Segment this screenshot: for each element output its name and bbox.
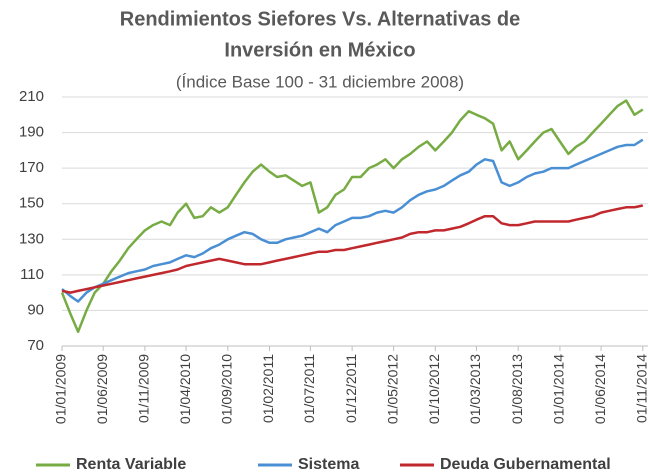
- y-tick-label: 190: [19, 124, 44, 141]
- x-tick-label: 01/06/2014: [592, 354, 608, 424]
- y-tick-label: 110: [20, 266, 44, 283]
- series-line: [60, 99, 644, 334]
- x-tick-label: 01/11/2009: [136, 354, 152, 423]
- x-tick-label: 01/08/2013: [509, 354, 525, 424]
- y-tick-label: 70: [27, 337, 44, 354]
- y-tick-label: 150: [19, 195, 44, 212]
- y-tick-label: 130: [19, 230, 44, 247]
- y-tick-label: 210: [19, 88, 44, 105]
- legend-label: Sistema: [298, 456, 359, 473]
- chart-title: Rendimientos Siefores Vs. Alternativas d…: [120, 8, 521, 30]
- x-tick-label: 01/05/2012: [384, 354, 400, 424]
- x-tick-label: 01/12/2011: [343, 354, 359, 423]
- x-tick-label: 01/04/2010: [177, 354, 193, 424]
- series-line: [61, 204, 644, 294]
- series-line: [61, 138, 644, 303]
- chart-subtitle: (Índice Base 100 - 31 diciembre 2008): [176, 72, 464, 91]
- x-tick-label: 01/09/2010: [218, 354, 234, 424]
- x-tick-label: 01/10/2012: [426, 354, 442, 424]
- y-tick-label: 90: [27, 301, 44, 318]
- x-tick-label: 01/01/2014: [551, 354, 567, 424]
- chart-title: Inversión en México: [224, 39, 415, 61]
- x-tick-label: 01/11/2014: [634, 354, 649, 423]
- x-tick-label: 01/06/2009: [94, 354, 110, 424]
- x-tick-label: 01/03/2013: [467, 354, 483, 424]
- x-tick-label: 01/07/2011: [301, 354, 317, 423]
- x-tick-label: 01/01/2009: [53, 354, 69, 424]
- legend-label: Renta Variable: [76, 456, 186, 473]
- legend-label: Deuda Gubernamental: [440, 456, 611, 473]
- y-tick-label: 170: [19, 159, 44, 176]
- x-tick-label: 01/02/2011: [260, 354, 276, 423]
